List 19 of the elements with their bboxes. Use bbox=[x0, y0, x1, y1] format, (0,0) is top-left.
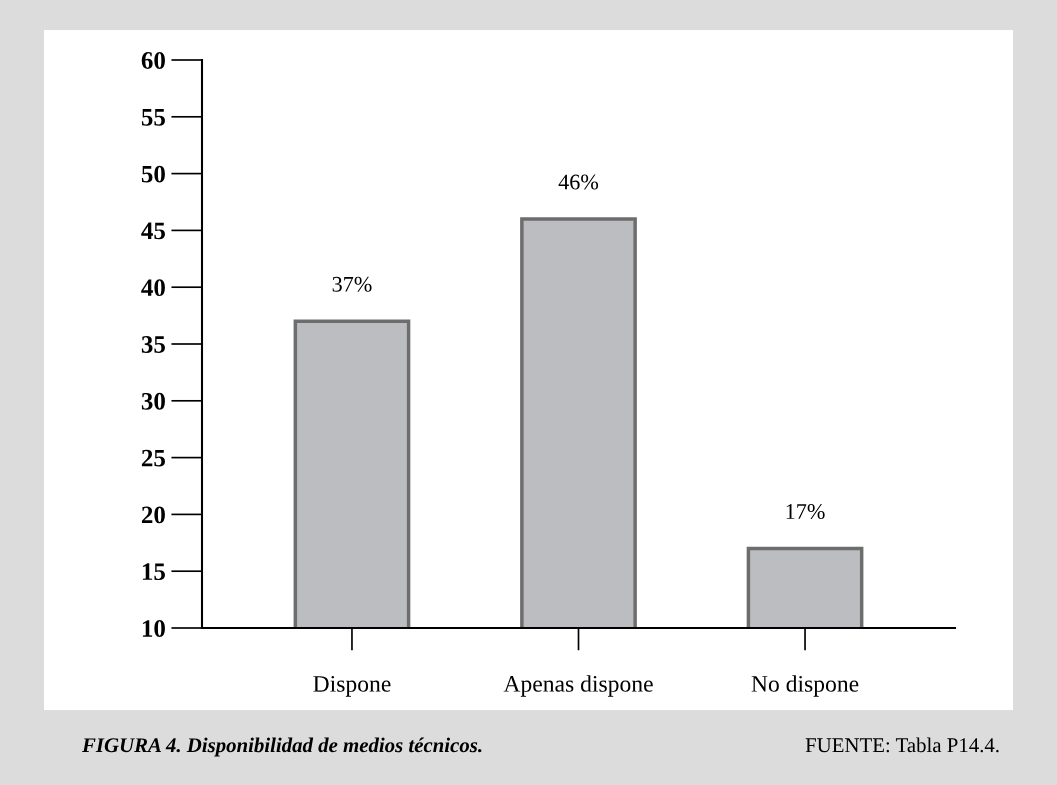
text: FIGURA 4. Disponibilidad de medios técnicos. bbox=[81, 737, 482, 757]
y-tick-label: 35 bbox=[141, 336, 165, 353]
y-tick-label: 25 bbox=[141, 449, 165, 467]
y-tick-label: 20 bbox=[141, 506, 165, 524]
x-tick-label: Dispone bbox=[313, 675, 391, 697]
source-note: FUENTE: Tabla P14.4. bbox=[805, 737, 999, 753]
data-label: 37% bbox=[332, 276, 372, 292]
y-tick-label: 45 bbox=[141, 222, 165, 240]
y-tick-label: 55 bbox=[141, 109, 165, 126]
y-tick-label: 15 bbox=[142, 563, 165, 581]
data-label: 17% bbox=[786, 503, 825, 520]
y-tick-label: 40 bbox=[141, 279, 165, 297]
x-tick-label: Apenas dispone bbox=[503, 675, 653, 697]
data-label: 46% bbox=[558, 174, 599, 190]
y-tick-label: 30 bbox=[141, 392, 165, 410]
x-tick-label: No dispone bbox=[751, 675, 859, 697]
y-tick-label: 60 bbox=[141, 52, 165, 69]
y-tick-label: 50 bbox=[141, 165, 165, 183]
y-tick-label: 10 bbox=[142, 620, 165, 637]
